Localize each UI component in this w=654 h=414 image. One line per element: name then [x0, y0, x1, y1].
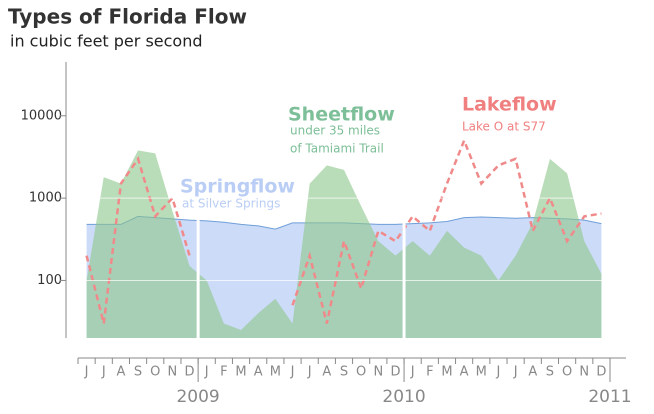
x-tick-label: A: [116, 365, 125, 380]
x-tick-label: M: [235, 365, 246, 380]
x-tick-label: N: [579, 365, 589, 380]
x-tick-label: D: [185, 365, 195, 380]
chart-subtitle: in cubic feet per second: [10, 32, 203, 51]
x-tick-label: J: [410, 365, 415, 380]
x-tick-label: J: [290, 365, 295, 380]
annotation: Lakeflow: [462, 94, 557, 116]
x-tick-label: N: [373, 365, 383, 380]
x-tick-label: S: [340, 365, 348, 380]
y-tick-label: 1000: [29, 191, 62, 206]
annotation-sub: under 35 miles: [290, 124, 380, 138]
x-tick-label: J: [496, 365, 501, 380]
x-tick-label: N: [168, 365, 178, 380]
x-tick-label: J: [513, 365, 518, 380]
x-tick-label: J: [204, 365, 209, 380]
y-tick-label: 10000: [21, 108, 62, 123]
x-tick-label: A: [460, 365, 469, 380]
x-tick-label: F: [426, 365, 433, 380]
x-tick-label: F: [220, 365, 227, 380]
x-tick-label: O: [150, 365, 160, 380]
x-tick-label: A: [254, 365, 263, 380]
x-tick-label: J: [101, 365, 106, 380]
x-tick-label: D: [596, 365, 606, 380]
x-tick-label: S: [134, 365, 142, 380]
x-tick-label: D: [390, 365, 400, 380]
annotation: Sheetflow: [288, 104, 395, 126]
y-tick-label: 100: [37, 273, 62, 288]
year-label: 2010: [382, 387, 425, 407]
chart-title: Types of Florida Flow: [8, 5, 247, 29]
x-tick-label: M: [476, 365, 487, 380]
x-tick-label: O: [562, 365, 572, 380]
annotation-sub: at Silver Springs: [182, 197, 280, 211]
x-tick-label: A: [528, 365, 537, 380]
x-tick-label: S: [546, 365, 554, 380]
annotation-sub: Lake O at S77: [462, 120, 546, 134]
x-tick-label: O: [356, 365, 366, 380]
x-tick-label: J: [84, 365, 89, 380]
x-tick-label: A: [322, 365, 331, 380]
x-tick-label: J: [307, 365, 312, 380]
line: [85, 137, 602, 324]
year-label: 2011: [588, 387, 631, 407]
year-label: 2009: [176, 387, 219, 407]
x-tick-label: M: [270, 365, 281, 380]
annotation: Springflow: [180, 176, 295, 198]
annotation-sub: of Tamiami Trail: [290, 142, 384, 156]
x-tick-label: M: [441, 365, 452, 380]
